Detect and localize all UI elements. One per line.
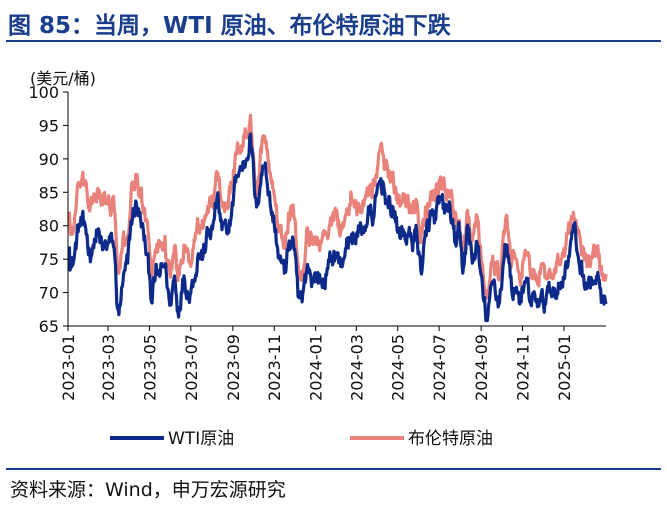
x-axis: 2023-01 2023-03 2023-05 2023-07 2023-09 2023-… (59, 325, 606, 401)
legend-label-1: 布伦特原油 (408, 429, 493, 449)
y-tick-label: 95 (39, 116, 59, 135)
y-tick-label: 75 (39, 250, 59, 269)
legend: WTI原油 布伦特原油 (110, 429, 493, 449)
y-tick-label: 70 (39, 284, 59, 303)
x-tick-label: 2024-01 (307, 334, 326, 401)
series-line-0 (67, 132, 608, 323)
x-tick-label: 2023-07 (182, 334, 201, 401)
x-tick-label: 2024-11 (514, 334, 533, 401)
x-tick-label: 2023-01 (59, 334, 78, 401)
y-axis: 65 70 75 80 85 90 95 100 (28, 83, 69, 336)
x-tick-label: 2023-11 (265, 334, 284, 401)
chart-title: 图 85：当周，WTI 原油、布伦特原油下跌 (8, 13, 451, 39)
x-tick-label: 2024-05 (389, 334, 408, 401)
x-tick-label: 2024-07 (430, 334, 449, 401)
title-rule (6, 40, 661, 42)
x-tick-label: 2023-03 (99, 334, 118, 401)
x-tick-label: 2023-05 (140, 334, 159, 401)
x-tick-label: 2025-01 (555, 334, 574, 401)
plot-area (67, 113, 608, 323)
y-tick-label: 65 (39, 317, 59, 336)
y-axis-label: (美元/桶) (30, 69, 96, 88)
y-tick-label: 90 (39, 150, 59, 169)
x-tick-label: 2023-09 (224, 334, 243, 401)
source-rule (6, 468, 661, 470)
legend-label-0: WTI原油 (168, 429, 234, 449)
x-tick-label: 2024-03 (347, 334, 366, 401)
y-tick-label: 80 (39, 217, 59, 236)
series-line-1 (67, 113, 608, 300)
x-tick-label: 2024-09 (472, 334, 491, 401)
y-tick-label: 100 (28, 83, 59, 102)
y-tick-label: 85 (39, 183, 59, 202)
source-note: 资料来源：Wind，申万宏源研究 (10, 479, 286, 501)
